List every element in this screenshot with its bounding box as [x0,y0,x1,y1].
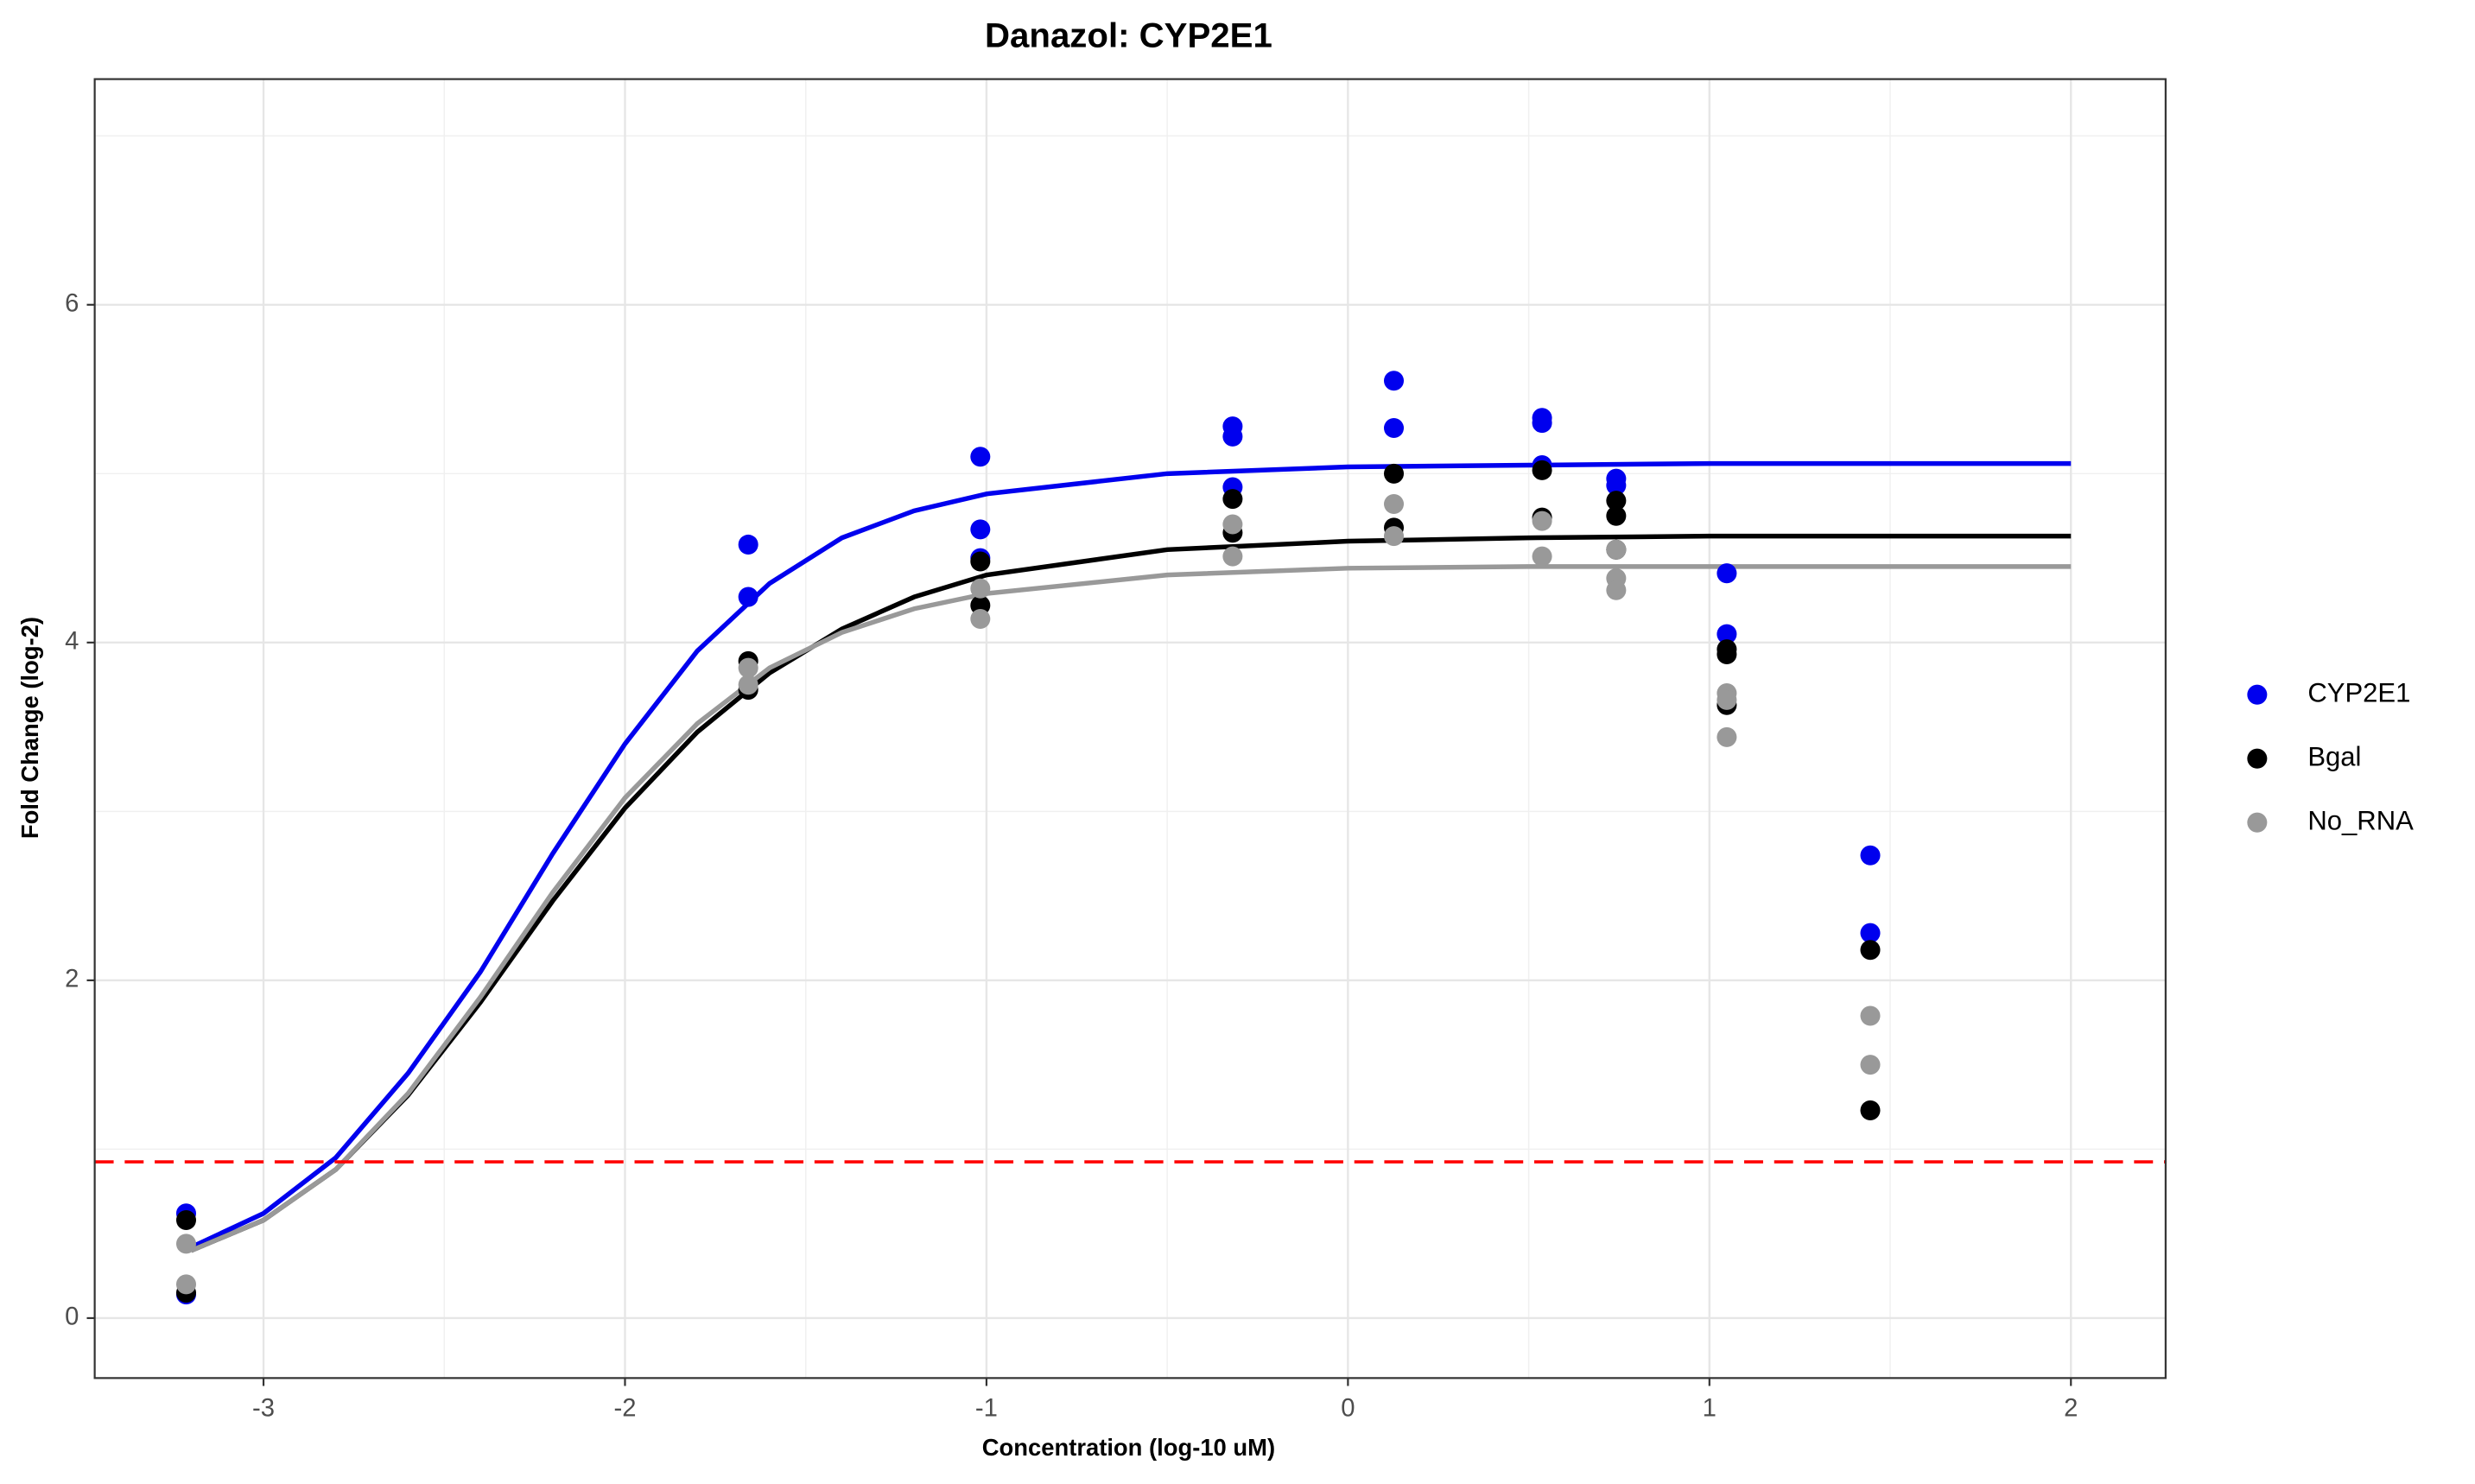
legend-label: CYP2E1 [2307,677,2410,707]
point [1717,644,1737,665]
point [970,608,991,629]
point [1606,580,1627,600]
point [175,1274,197,1295]
x-tick-label: -1 [975,1395,998,1423]
point [970,447,991,467]
point [738,657,758,678]
point [1717,689,1737,710]
point [738,675,758,695]
point [1860,923,1881,943]
point [1606,505,1627,526]
point [1717,563,1737,584]
point [1383,418,1405,439]
point [175,1233,197,1254]
fit-curve [190,460,2072,1250]
chart-title: Danazol: CYP2E1 [985,16,1272,55]
y-tick-label: 6 [65,290,79,318]
y-tick-label: 0 [65,1303,79,1331]
point [1606,475,1627,496]
x-tick-label: -2 [613,1395,636,1423]
legend: CYP2E1 Bgal No_RNA [2247,677,2414,835]
legend-swatch [2247,748,2268,769]
x-tick-label: 1 [1703,1395,1717,1423]
point [1532,546,1552,567]
axes: -3 -2 -1 0 1 2 0 2 4 6 [65,290,2078,1423]
point [1222,546,1243,567]
point [970,519,991,540]
legend-swatch [2247,684,2268,705]
grid [94,79,2166,1379]
point [175,1210,197,1231]
x-tick-label: 2 [2064,1395,2078,1423]
x-tick-label: -3 [252,1395,275,1423]
y-tick-label: 4 [65,628,79,656]
legend-label: No_RNA [2307,805,2414,835]
point [1222,489,1243,510]
point [970,551,991,572]
point [1717,726,1737,747]
y-tick-label: 2 [65,966,79,993]
point [1717,624,1737,644]
point [1860,1100,1881,1120]
point [1860,845,1881,866]
legend-swatch [2247,812,2268,833]
point [1532,511,1552,531]
point [1222,426,1243,447]
point [970,578,991,599]
y-axis-title: Fold Change (log-2) [16,617,43,839]
point [1860,1005,1881,1026]
point [1383,494,1405,515]
legend-label: Bgal [2307,741,2361,771]
point [1860,1055,1881,1075]
point [1532,413,1552,434]
point [738,587,758,607]
point [1532,460,1552,480]
point [1383,463,1405,484]
point [1222,514,1243,535]
plot-area [94,371,2166,1305]
fit-curve [190,564,2072,1253]
x-tick-label: 0 [1341,1395,1355,1423]
point [1606,491,1627,511]
point [1606,539,1627,560]
panel-border [93,78,2167,1379]
point [1383,371,1405,391]
point [1383,526,1405,547]
x-axis-title: Concentration (log-10 uM) [982,1434,1275,1461]
point [1860,940,1881,961]
point [738,534,758,555]
